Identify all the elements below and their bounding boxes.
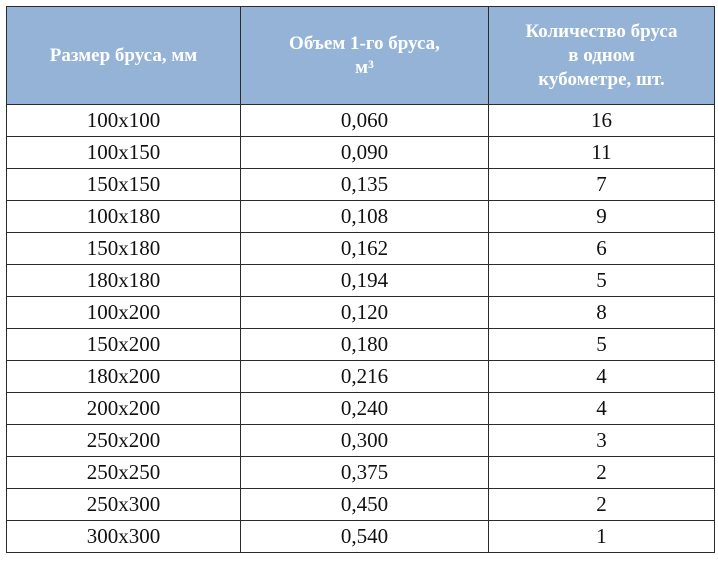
cell-size: 180x200	[6, 360, 241, 393]
cell-count: 4	[488, 392, 715, 425]
header-volume-line: Объем 1-го бруса,	[289, 32, 440, 54]
cell-count: 1	[488, 520, 715, 553]
table-row: 250x300 0,450 2	[6, 488, 715, 521]
header-volume: Объем 1-го бруса, м³	[240, 6, 489, 105]
cell-size: 250x300	[6, 488, 241, 521]
table-row: 180x180 0,194 5	[6, 264, 715, 297]
header-size: Размер бруса, мм	[6, 6, 241, 105]
cell-volume: 0,162	[240, 232, 489, 265]
cell-volume: 0,120	[240, 296, 489, 329]
cell-size: 150x200	[6, 328, 241, 361]
cell-count: 4	[488, 360, 715, 393]
table-container: Размер бруса, мм Объем 1-го бруса, м³ Ко…	[6, 6, 715, 553]
cell-size: 200x200	[6, 392, 241, 425]
cell-count: 7	[488, 168, 715, 201]
cell-volume: 0,090	[240, 136, 489, 169]
cell-size: 100x100	[6, 104, 241, 137]
cell-count: 16	[488, 104, 715, 137]
cell-volume: 0,300	[240, 424, 489, 457]
cell-count: 2	[488, 456, 715, 489]
table-row: 200x200 0,240 4	[6, 392, 715, 425]
cell-size: 100x200	[6, 296, 241, 329]
table-row: 100x200 0,120 8	[6, 296, 715, 329]
table-row: 150x180 0,162 6	[6, 232, 715, 265]
cell-count: 6	[488, 232, 715, 265]
table-row: 150x150 0,135 7	[6, 168, 715, 201]
cell-volume: 0,135	[240, 168, 489, 201]
cell-volume: 0,194	[240, 264, 489, 297]
header-count-line: Количество бруса	[525, 20, 678, 42]
cell-count: 3	[488, 424, 715, 457]
cell-volume: 0,180	[240, 328, 489, 361]
timber-volume-table: Размер бруса, мм Объем 1-го бруса, м³ Ко…	[6, 6, 715, 553]
cell-size: 100x180	[6, 200, 241, 233]
cell-count: 9	[488, 200, 715, 233]
cell-count: 8	[488, 296, 715, 329]
table-row: 100x180 0,108 9	[6, 200, 715, 233]
cell-volume: 0,540	[240, 520, 489, 553]
cell-volume: 0,375	[240, 456, 489, 489]
cell-volume: 0,060	[240, 104, 489, 137]
cell-count: 5	[488, 264, 715, 297]
table-header: Размер бруса, мм Объем 1-го бруса, м³ Ко…	[6, 6, 715, 105]
table-body: 100x100 0,060 16 100x150 0,090 11 150x150 0,135…	[6, 104, 715, 553]
cell-volume: 0,450	[240, 488, 489, 521]
cell-volume: 0,216	[240, 360, 489, 393]
header-count-line: кубометре, шт.	[538, 68, 665, 90]
cell-size: 150x150	[6, 168, 241, 201]
header-count: Количество бруса в одном кубометре, шт.	[488, 6, 715, 105]
table-row: 300x300 0,540 1	[6, 520, 715, 553]
cell-size: 300x300	[6, 520, 241, 553]
table-row: 100x150 0,090 11	[6, 136, 715, 169]
cell-count: 2	[488, 488, 715, 521]
cell-size: 250x250	[6, 456, 241, 489]
table-row: 150x200 0,180 5	[6, 328, 715, 361]
table-row: 100x100 0,060 16	[6, 104, 715, 137]
cell-size: 100x150	[6, 136, 241, 169]
cell-size: 180x180	[6, 264, 241, 297]
cell-size: 250x200	[6, 424, 241, 457]
table-row: 250x200 0,300 3	[6, 424, 715, 457]
cell-size: 150x180	[6, 232, 241, 265]
cell-count: 11	[488, 136, 715, 169]
header-count-line: в одном	[568, 44, 635, 66]
cell-volume: 0,108	[240, 200, 489, 233]
table-row: 180x200 0,216 4	[6, 360, 715, 393]
header-volume-line: м³	[355, 56, 374, 78]
cell-count: 5	[488, 328, 715, 361]
header-row: Размер бруса, мм Объем 1-го бруса, м³ Ко…	[6, 6, 715, 105]
table-row: 250x250 0,375 2	[6, 456, 715, 489]
header-size-line: Размер бруса, мм	[49, 44, 198, 66]
cell-volume: 0,240	[240, 392, 489, 425]
